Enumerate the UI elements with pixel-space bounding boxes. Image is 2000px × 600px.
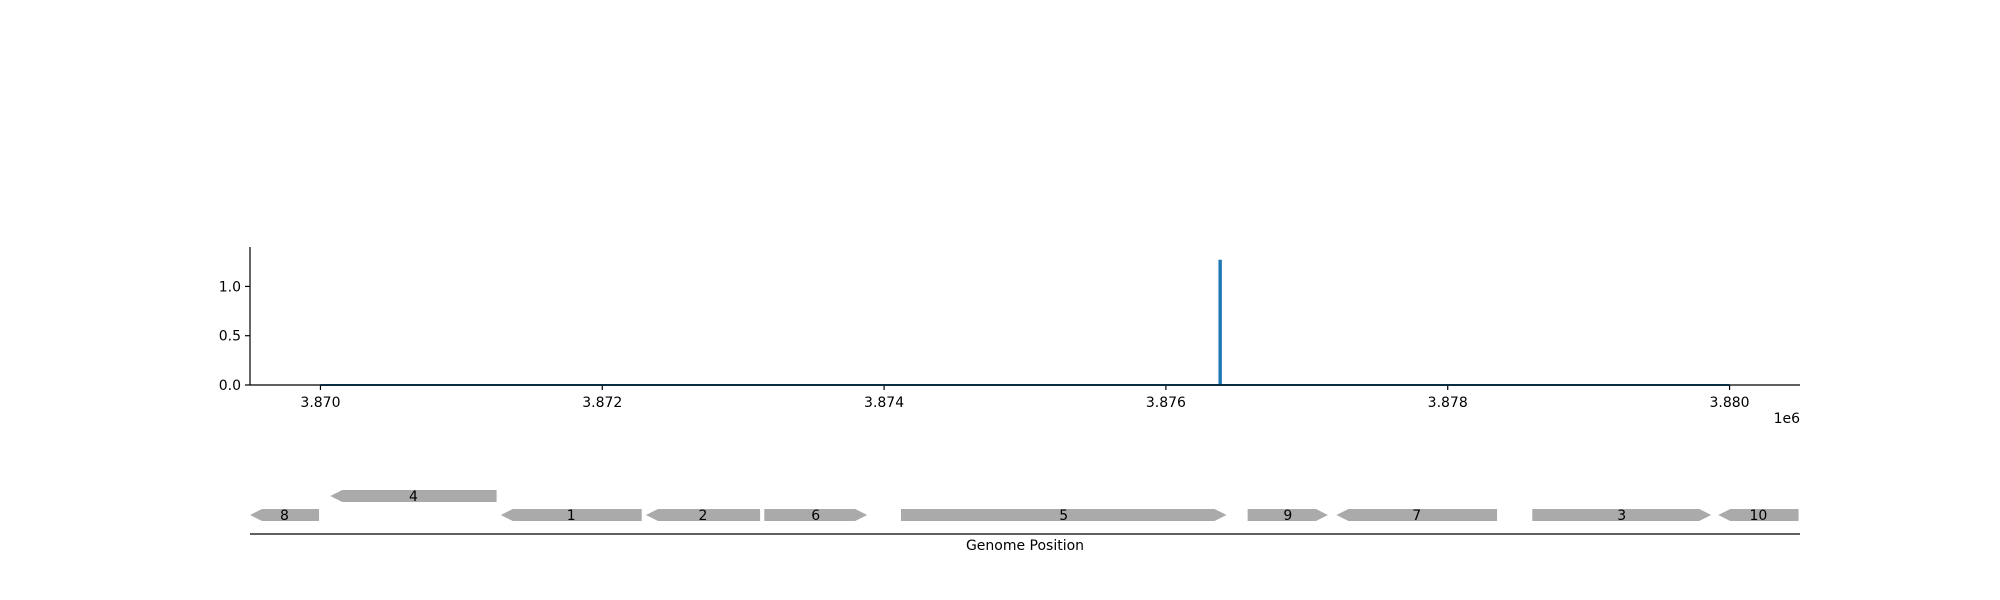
- gene-track: 8 4 1 2 6 5 9 7 3 10 Genome Position: [250, 489, 1800, 554]
- y-tick-label: 0.5: [219, 329, 241, 345]
- gene-label: 5: [1059, 508, 1068, 524]
- gene-7: 7: [1336, 508, 1498, 524]
- y-tick-label: 1.0: [219, 279, 241, 295]
- gene-arrow: [901, 509, 1227, 521]
- x-tick-label: 3.876: [1146, 395, 1186, 411]
- gene-label: 2: [699, 508, 708, 524]
- gene-2: 2: [645, 508, 761, 524]
- coverage-plot: 3.870 3.872 3.874 3.876 3.878 3.880 0.0 0.5 1.0…: [219, 247, 1800, 427]
- x-tick-label: 3.880: [1709, 395, 1749, 411]
- gene-arrow: [1718, 509, 1799, 521]
- gene-label: 7: [1412, 508, 1421, 524]
- gene-label: 10: [1750, 508, 1768, 524]
- gene-label: 9: [1283, 508, 1292, 524]
- x-axis-ticks: 3.870 3.872 3.874 3.876 3.878 3.880: [300, 385, 1750, 411]
- gene-arrow: [1336, 509, 1498, 521]
- gene-arrow: [250, 509, 320, 521]
- gene-arrow: [330, 490, 497, 502]
- y-axis-ticks: 0.0 0.5 1.0: [219, 279, 250, 394]
- y-tick-label: 0.0: [219, 378, 241, 394]
- gene-arrows: 8 4 1 2 6 5 9 7 3 10: [250, 489, 1799, 524]
- gene-label: 6: [811, 508, 820, 524]
- gene-3: 3: [1532, 508, 1712, 524]
- gene-label: 1: [567, 508, 576, 524]
- gene-arrow: [500, 509, 642, 521]
- x-tick-label: 3.878: [1428, 395, 1468, 411]
- x-axis-title: Genome Position: [966, 538, 1084, 554]
- gene-arrow: [1247, 509, 1328, 521]
- gene-label: 4: [409, 489, 418, 505]
- gene-4: 4: [330, 489, 497, 505]
- x-tick-label: 3.870: [300, 395, 340, 411]
- gene-arrow: [1532, 509, 1712, 521]
- gene-5: 5: [901, 508, 1227, 524]
- gene-label: 3: [1617, 508, 1626, 524]
- x-tick-label: 3.874: [864, 395, 904, 411]
- gene-10: 10: [1718, 508, 1799, 524]
- gene-9: 9: [1247, 508, 1328, 524]
- gene-arrow: [764, 509, 868, 521]
- gene-label: 8: [280, 508, 289, 524]
- gene-1: 1: [500, 508, 642, 524]
- x-tick-label: 3.872: [582, 395, 622, 411]
- gene-8: 8: [250, 508, 320, 524]
- x-axis-offset-label: 1e6: [1774, 411, 1801, 427]
- gene-6: 6: [764, 508, 868, 524]
- coverage-series-line: [320, 259, 1730, 386]
- gene-arrow: [645, 509, 761, 521]
